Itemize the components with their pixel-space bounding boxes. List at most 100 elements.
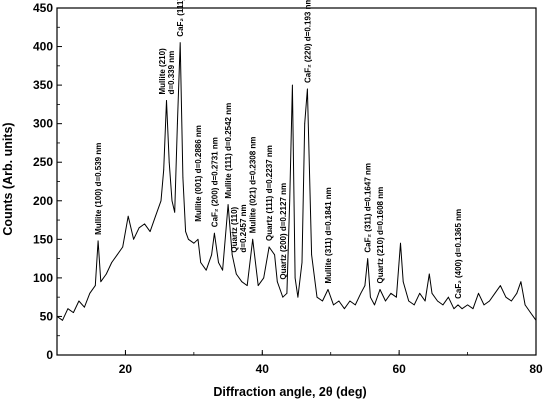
data-point [286,292,288,294]
data-point [276,281,278,283]
x-tick-label: 20 [119,362,133,376]
peak-annotation: d=0.2457 nm [239,204,248,252]
data-point [370,296,371,298]
y-tick-label: 400 [33,40,53,54]
data-point [73,312,74,313]
data-point [291,84,293,86]
data-point [322,300,323,302]
plot-frame [56,7,537,356]
data-point [268,246,270,248]
peak-annotation: Mullite (311) d=0.1841 nm [324,187,333,283]
x-tick-label: 40 [256,362,270,376]
peak-annotation: Mullite (001) d=0.2886 nm [194,125,203,222]
peak-annotation: Mullite (210) [158,48,167,95]
data-point [200,262,202,263]
data-point [448,296,449,298]
data-point [160,200,162,202]
data-point [516,292,518,294]
data-point [494,292,496,294]
data-point [327,289,329,290]
data-point [530,312,531,313]
peak-annotation: CaF₂ (200) d=0.2731 nm [210,137,219,227]
peak-annotation: Quartz (111) d=0.2237 nm [265,145,274,241]
data-point [231,254,233,256]
data-point [100,281,102,283]
data-point [360,292,362,294]
data-point [193,242,195,244]
data-point [235,273,237,275]
y-tick-label: 450 [33,1,53,15]
data-point [374,304,375,306]
data-point [461,308,463,310]
data-point [122,246,124,248]
data-point [97,240,99,242]
data-point [483,304,485,306]
data-point [105,273,107,275]
peak-annotation: Mullite (111) d=0.2542 nm [224,103,233,199]
data-point [166,100,167,101]
data-point [489,300,490,302]
data-point [408,300,410,302]
data-point [279,289,281,290]
data-point [274,254,276,256]
peak-annotation: Quartz (210) d=0.1608 nm [376,187,385,284]
data-point [333,304,334,306]
data-point [390,292,392,294]
axes: 0 50 100 150 200 250 300 350 400 450 20 40 60 80 [33,1,543,376]
xrd-pattern-line [56,42,537,321]
data-point [127,215,129,217]
data-point [419,292,421,294]
data-point [252,238,254,240]
data-point [263,277,265,279]
data-point [282,296,284,298]
peak-annotation: CaF₂ (111) [176,0,185,37]
data-point [442,304,444,306]
data-point [457,304,459,306]
data-point [289,200,291,202]
data-point [402,281,404,283]
data-point [241,281,243,283]
data-point [83,306,85,308]
x-axis-title: Diffraction angle, 2θ (deg) [213,385,366,399]
y-tick-label: 50 [40,309,54,323]
data-point [197,238,199,240]
data-point [316,296,318,298]
y-tick-label: 0 [46,348,53,362]
data-point [338,300,340,302]
data-point [227,204,229,206]
data-point [524,304,526,306]
data-point [179,42,181,44]
y-tick-label: 300 [33,117,53,131]
peak-annotation: Quartz (200) d=0.2127 nm [279,183,288,280]
data-point [311,254,312,256]
data-point [67,308,69,310]
data-point [155,215,156,217]
data-point [187,238,189,240]
data-point [535,319,537,321]
x-tick-label: 60 [392,362,406,376]
y-tick-label: 250 [33,155,53,169]
peak-annotation: Quartz (110) [230,206,239,252]
peak-annotation: CaF₂ (311) d=0.1647 nm [364,163,373,253]
data-point [400,242,401,244]
data-point [174,211,176,213]
data-point [431,292,433,294]
data-point [364,285,366,286]
data-point [246,285,248,286]
data-point [213,232,215,234]
data-point [163,169,165,171]
data-point [307,88,308,90]
data-point [437,300,438,302]
data-point [304,123,306,125]
data-point [354,304,356,306]
data-point [168,161,170,163]
data-point [297,296,299,298]
data-point [171,200,173,202]
data-point [56,316,58,317]
data-point [385,300,386,302]
data-point [344,308,345,310]
data-point [520,281,522,283]
data-point [133,238,135,240]
